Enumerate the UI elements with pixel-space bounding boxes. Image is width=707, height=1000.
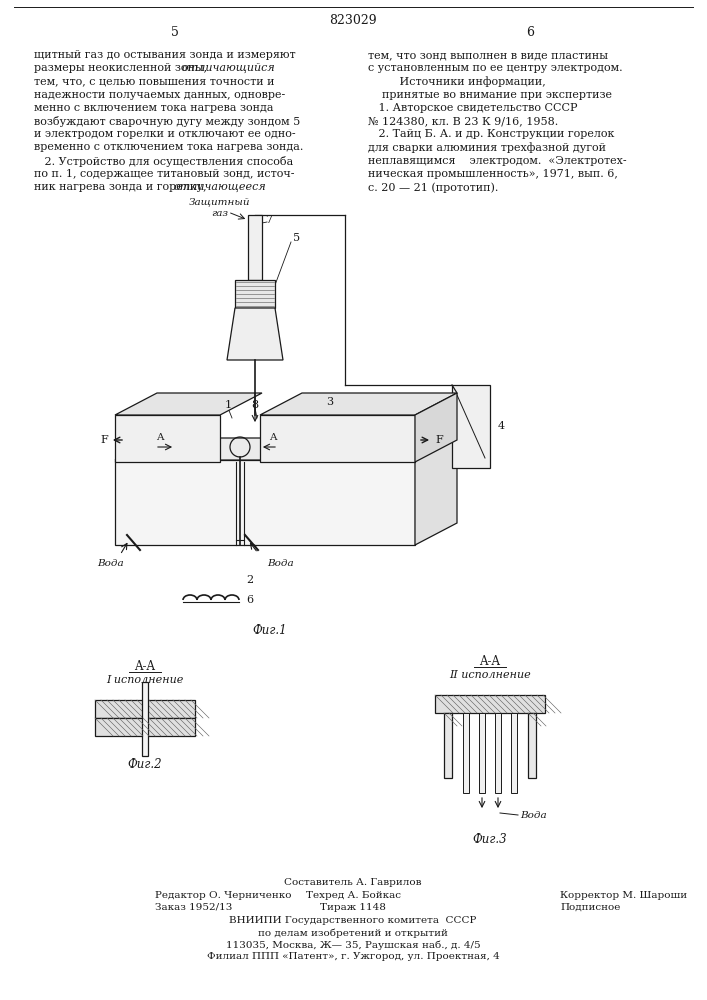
Text: тем, что, с целью повышения точности и: тем, что, с целью повышения точности и	[34, 76, 274, 86]
Text: Вода: Вода	[267, 558, 293, 568]
Text: Фиг.1: Фиг.1	[252, 624, 287, 637]
Text: газ: газ	[211, 210, 228, 219]
Text: возбуждают сварочную дугу между зондом 5: возбуждают сварочную дугу между зондом 5	[34, 116, 300, 127]
Text: 5: 5	[171, 26, 179, 39]
Polygon shape	[95, 718, 195, 736]
Text: отличающееся: отличающееся	[174, 182, 267, 192]
Text: Фиг.2: Фиг.2	[128, 758, 163, 771]
Text: 1. Авторское свидетельство СССР: 1. Авторское свидетельство СССР	[368, 103, 578, 113]
Text: 4: 4	[498, 421, 505, 431]
Text: 8: 8	[252, 400, 259, 410]
Text: временно с отключением тока нагрева зонда.: временно с отключением тока нагрева зонд…	[34, 142, 303, 152]
Polygon shape	[142, 682, 148, 756]
Text: F: F	[435, 435, 443, 445]
Text: для сварки алюминия трехфазной дугой: для сварки алюминия трехфазной дугой	[368, 142, 606, 153]
Polygon shape	[235, 280, 275, 308]
Polygon shape	[248, 215, 262, 280]
Text: Вода: Вода	[97, 558, 123, 568]
Text: с установленным по ее центру электродом.: с установленным по ее центру электродом.	[368, 63, 623, 73]
Polygon shape	[479, 713, 485, 793]
Text: Тираж 1148: Тираж 1148	[320, 903, 386, 912]
Polygon shape	[415, 393, 457, 462]
Polygon shape	[415, 438, 457, 545]
Text: A: A	[269, 432, 276, 442]
Polygon shape	[227, 308, 283, 360]
Text: 1: 1	[224, 400, 232, 410]
Text: Корректор М. Шароши: Корректор М. Шароши	[560, 891, 687, 900]
Text: ническая промышленность», 1971, вып. 6,: ническая промышленность», 1971, вып. 6,	[368, 169, 618, 179]
Polygon shape	[495, 713, 501, 793]
Text: 2. Тайц Б. А. и др. Конструкции горелок: 2. Тайц Б. А. и др. Конструкции горелок	[368, 129, 614, 139]
Text: отличающийся: отличающийся	[182, 63, 276, 73]
Text: 2: 2	[247, 575, 254, 585]
Text: принятые во внимание при экспертизе: принятые во внимание при экспертизе	[368, 90, 612, 100]
Text: Защитный: Защитный	[189, 198, 251, 207]
Text: Редактор О. Черниченко: Редактор О. Черниченко	[155, 891, 291, 900]
Text: Подписное: Подписное	[560, 903, 620, 912]
Polygon shape	[511, 713, 517, 793]
Text: Источники информации,: Источники информации,	[368, 76, 546, 87]
Text: 6: 6	[246, 595, 253, 605]
Text: 6: 6	[526, 26, 534, 39]
Text: Филиал ППП «Патент», г. Ужгород, ул. Проектная, 4: Филиал ППП «Патент», г. Ужгород, ул. Про…	[206, 952, 499, 961]
Text: № 124380, кл. В 23 К 9/16, 1958.: № 124380, кл. В 23 К 9/16, 1958.	[368, 116, 559, 126]
Text: A-A: A-A	[134, 660, 156, 673]
Polygon shape	[115, 415, 220, 462]
Text: неплавящимся    электродом.  «Электротех-: неплавящимся электродом. «Электротех-	[368, 156, 626, 166]
Text: тем, что зонд выполнен в виде пластины: тем, что зонд выполнен в виде пластины	[368, 50, 608, 60]
Polygon shape	[260, 415, 415, 462]
Polygon shape	[95, 700, 195, 718]
Text: Вода: Вода	[520, 810, 547, 820]
Text: I исполнение: I исполнение	[106, 675, 184, 685]
Text: и электродом горелки и отключают ее одно-: и электродом горелки и отключают ее одно…	[34, 129, 296, 139]
Polygon shape	[115, 393, 262, 415]
Text: ВНИИПИ Государственного комитета  СССР: ВНИИПИ Государственного комитета СССР	[229, 916, 477, 925]
Text: ник нагрева зонда и горелку,: ник нагрева зонда и горелку,	[34, 182, 210, 192]
Text: 2. Устройство для осуществления способа: 2. Устройство для осуществления способа	[34, 156, 293, 167]
Text: F: F	[100, 435, 108, 445]
Text: 3: 3	[327, 397, 334, 407]
Text: A-A: A-A	[479, 655, 501, 668]
Text: щитный газ до остывания зонда и измеряют: щитный газ до остывания зонда и измеряют	[34, 50, 296, 60]
Text: II исполнение: II исполнение	[449, 670, 531, 680]
Text: по делам изобретений и открытий: по делам изобретений и открытий	[258, 928, 448, 938]
Polygon shape	[444, 713, 452, 778]
Polygon shape	[260, 393, 457, 415]
Polygon shape	[528, 713, 536, 778]
Text: надежности получаемых данных, одновре-: надежности получаемых данных, одновре-	[34, 90, 285, 100]
Polygon shape	[463, 713, 469, 793]
Text: Фиг.3: Фиг.3	[473, 833, 508, 846]
Polygon shape	[115, 438, 457, 460]
Text: Заказ 1952/13: Заказ 1952/13	[155, 903, 233, 912]
Polygon shape	[435, 695, 545, 713]
Text: 823029: 823029	[329, 13, 377, 26]
Polygon shape	[452, 385, 490, 468]
Text: размеры неокисленной зоны,: размеры неокисленной зоны,	[34, 63, 211, 73]
Text: Составитель А. Гаврилов: Составитель А. Гаврилов	[284, 878, 422, 887]
Text: 113035, Москва, Ж— 35, Раушская наб., д. 4/5: 113035, Москва, Ж— 35, Раушская наб., д.…	[226, 940, 480, 950]
Text: A: A	[156, 432, 164, 442]
Text: Техред А. Бойкас: Техред А. Бойкас	[305, 891, 400, 900]
Text: 5: 5	[293, 233, 300, 243]
Text: менно с включением тока нагрева зонда: менно с включением тока нагрева зонда	[34, 103, 274, 113]
Polygon shape	[115, 460, 415, 545]
Text: 7: 7	[265, 215, 272, 225]
Text: по п. 1, содержащее титановый зонд, источ-: по п. 1, содержащее титановый зонд, исто…	[34, 169, 295, 179]
Text: с. 20 — 21 (прототип).: с. 20 — 21 (прототип).	[368, 182, 498, 193]
